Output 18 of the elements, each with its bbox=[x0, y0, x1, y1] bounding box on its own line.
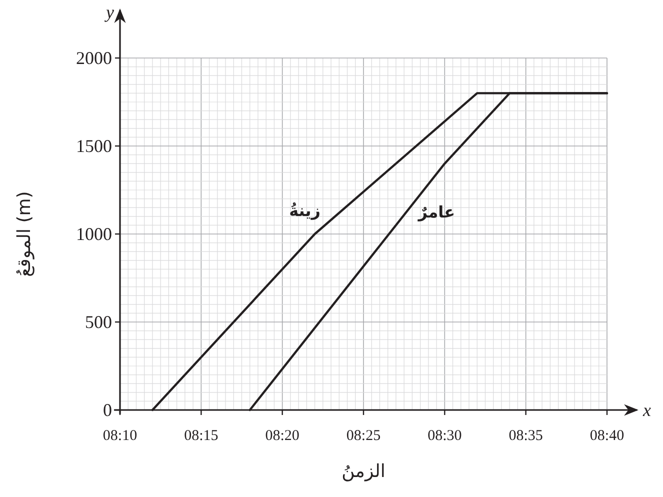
x-tick-label: 08:40 bbox=[590, 428, 624, 444]
x-tick-label: 08:30 bbox=[428, 428, 462, 444]
x-tick-label: 08:10 bbox=[102, 428, 138, 444]
x-tick-label: 08:35 bbox=[508, 428, 543, 444]
series-label: زينةُ bbox=[289, 201, 321, 220]
y-tick-label: 1000 bbox=[76, 224, 112, 244]
x-axis-title: الزمنُ bbox=[342, 461, 386, 482]
y-tick-label: 0 bbox=[103, 400, 112, 420]
y-tick-label: 1500 bbox=[76, 136, 112, 156]
text: x bbox=[642, 400, 651, 420]
y-tick-label: 500 bbox=[85, 312, 112, 332]
text: y bbox=[104, 2, 114, 22]
x-tick-label: 08:25 bbox=[346, 428, 381, 444]
x-tick-label: 08:15 bbox=[184, 428, 218, 444]
y-axis-title: الموقعُ (m) bbox=[14, 191, 35, 277]
series-label: عامرٌ bbox=[417, 202, 456, 222]
y-tick-label: 2000 bbox=[76, 48, 112, 68]
x-tick-label: 08:20 bbox=[265, 428, 300, 444]
